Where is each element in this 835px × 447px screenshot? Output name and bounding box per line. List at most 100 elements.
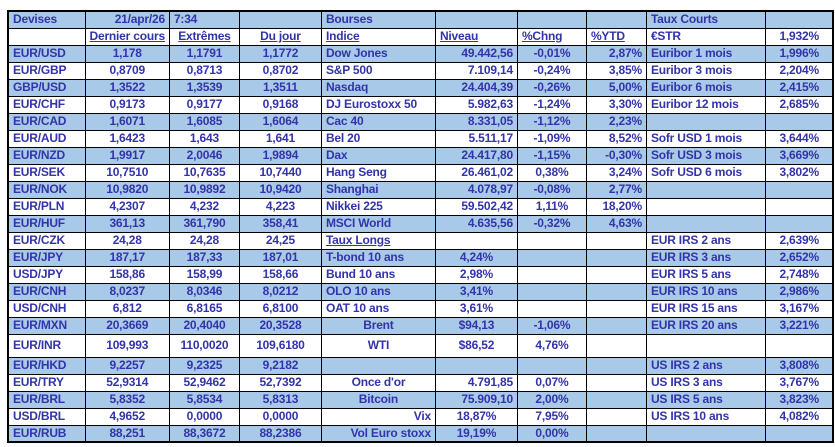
fx-last-cell: 9,2257 <box>84 356 170 375</box>
fx-extremes-cell: 52,9462 <box>168 373 240 392</box>
fx-pair-cell: USD/BRL <box>7 407 86 426</box>
index-level-cell: 3,61% <box>434 299 518 318</box>
index-level-cell: 4.078,97 <box>434 180 518 199</box>
fx-extremes-cell: 10,7635 <box>168 163 240 182</box>
fx-extremes-cell: 1,3539 <box>168 78 240 97</box>
fx-dujour-cell: 5,8313 <box>238 390 322 409</box>
fx-last-cell: 0,9173 <box>84 95 170 114</box>
table-row: EUR/CZK 24,28 24,28 24,25 Taux Longs EUR IRS … <box>7 231 834 250</box>
fx-last-cell: 109,993 <box>84 333 170 358</box>
empty-cell <box>585 265 647 284</box>
rate-label-cell: EUR IRS 20 ans <box>645 316 766 335</box>
fx-pair-cell: EUR/SEK <box>7 163 86 182</box>
empty-cell <box>764 424 834 443</box>
rate-label-cell: US IRS 5 ans <box>645 390 766 409</box>
index-ytd-cell: 4,63% <box>585 214 647 233</box>
section-title-taux-courts: Taux Courts <box>645 10 766 29</box>
rate-label-cell: Sofr USD 1 mois <box>645 129 766 148</box>
index-name-cell: OAT 10 ans <box>320 299 436 318</box>
index-level-cell: 5.982,63 <box>434 95 518 114</box>
fx-pair-cell: USD/JPY <box>7 265 86 284</box>
empty-cell <box>7 27 86 46</box>
section-title-bourses: Bourses <box>320 10 436 29</box>
fx-pair-cell: EUR/CAD <box>7 112 86 131</box>
empty-cell <box>238 10 322 29</box>
fx-extremes-cell: 187,33 <box>168 248 240 267</box>
rate-value-cell: 2,748% <box>764 265 834 284</box>
column-header-ytd: %YTD <box>585 27 647 46</box>
fx-dujour-cell: 0,9168 <box>238 95 322 114</box>
table-row: EUR/CHF 0,9173 0,9177 0,9168 DJ Eurostoxx 50… <box>7 95 834 114</box>
table-row: EUR/AUD 1,6423 1,643 1,641 Bel 20 5.511,17 -1,… <box>7 129 834 148</box>
fx-dujour-cell: 0,0000 <box>238 407 322 426</box>
fx-last-cell: 5,8352 <box>84 390 170 409</box>
rate-value-cell: 4,082% <box>764 407 834 426</box>
fx-pair-cell: EUR/JPY <box>7 248 86 267</box>
empty-cell <box>585 356 647 375</box>
rate-value-cell: 3,644% <box>764 129 834 148</box>
table-row: EUR/CNH 8,0237 8,0346 8,0212 OLO 10 ans 3,41%… <box>7 282 834 301</box>
fx-extremes-cell: 10,9892 <box>168 180 240 199</box>
fx-last-cell: 1,178 <box>84 44 170 63</box>
rate-label-cell: Euribor 3 mois <box>645 61 766 80</box>
rate-value-cell: 2,415% <box>764 78 834 97</box>
rate-value-cell: 2,652% <box>764 248 834 267</box>
index-level-cell: 4,24% <box>434 248 518 267</box>
index-name-cell: Nasdaq <box>320 78 436 97</box>
fx-pair-cell: EUR/MXN <box>7 316 86 335</box>
empty-cell <box>764 214 834 233</box>
fx-extremes-cell: 1,1791 <box>168 44 240 63</box>
fx-pair-cell: EUR/INR <box>7 333 86 358</box>
rate-value-cell: 2,639% <box>764 231 834 250</box>
rate-label-cell: EUR IRS 15 ans <box>645 299 766 318</box>
index-chng-cell: 0,00% <box>516 424 587 443</box>
index-name-cell: OLO 10 ans <box>320 282 436 301</box>
empty-cell <box>516 265 587 284</box>
table-row: EUR/JPY 187,17 187,33 187,01 T-bond 10 ans 4,… <box>7 248 834 267</box>
index-chng-cell: 2,00% <box>516 390 587 409</box>
index-name-cell: Bel 20 <box>320 129 436 148</box>
index-chng-cell: 4,76% <box>516 333 587 358</box>
index-name-cell: T-bond 10 ans <box>320 248 436 267</box>
empty-cell <box>585 390 647 409</box>
index-chng-cell: -0,01% <box>516 44 587 63</box>
rate-label-cell: EUR IRS 2 ans <box>645 231 766 250</box>
empty-cell <box>585 424 647 443</box>
empty-cell <box>585 316 647 335</box>
index-ytd-cell: 2,77% <box>585 180 647 199</box>
index-ytd-cell: 2,87% <box>585 44 647 63</box>
fx-pair-cell: EUR/PLN <box>7 197 86 216</box>
empty-cell <box>764 197 834 216</box>
fx-dujour-cell: 52,7392 <box>238 373 322 392</box>
table-row: EUR/CAD 1,6071 1,6085 1,6064 Cac 40 8.331,05-… <box>7 112 834 131</box>
rate-value-cell: 3,669% <box>764 146 834 165</box>
fx-dujour-cell: 20,3528 <box>238 316 322 335</box>
column-header-indice: Indice <box>320 27 436 46</box>
fx-last-cell: 187,17 <box>84 248 170 267</box>
empty-cell <box>516 356 587 375</box>
empty-cell <box>764 180 834 199</box>
empty-cell <box>764 112 834 131</box>
index-level-cell: 4.791,85 <box>434 373 518 392</box>
index-ytd-cell: 3,24% <box>585 163 647 182</box>
fx-extremes-cell: 20,4040 <box>168 316 240 335</box>
fx-last-cell: 10,7510 <box>84 163 170 182</box>
fx-dujour-cell: 0,8702 <box>238 61 322 80</box>
fx-extremes-cell: 0,9177 <box>168 95 240 114</box>
table-header-row: Devises 21/apr/26 7:34 Bourses Taux Cour… <box>7 10 834 29</box>
empty-cell <box>645 197 766 216</box>
table-subheader-row: Dernier cours Extrêmes Du jour Indice Ni… <box>7 27 834 46</box>
index-name-cell: MSCI World <box>320 214 436 233</box>
fx-extremes-cell: 0,8713 <box>168 61 240 80</box>
rate-value-cell: 3,802% <box>764 163 834 182</box>
index-name-cell: Bund 10 ans <box>320 265 436 284</box>
table-row: EUR/RUB 88,251 88,3672 88,2386 Vol Euro stox… <box>7 424 834 443</box>
index-level-cell: 24.404,39 <box>434 78 518 97</box>
fx-dujour-cell: 6,8100 <box>238 299 322 318</box>
rate-label-estr: €STR <box>645 27 766 46</box>
empty-cell <box>764 333 834 358</box>
fx-pair-cell: EUR/RUB <box>7 424 86 443</box>
table-row: EUR/GBP 0,8709 0,8713 0,8702 S&P 500 7.109,14… <box>7 61 834 80</box>
fx-last-cell: 8,0237 <box>84 282 170 301</box>
fx-dujour-cell: 158,66 <box>238 265 322 284</box>
